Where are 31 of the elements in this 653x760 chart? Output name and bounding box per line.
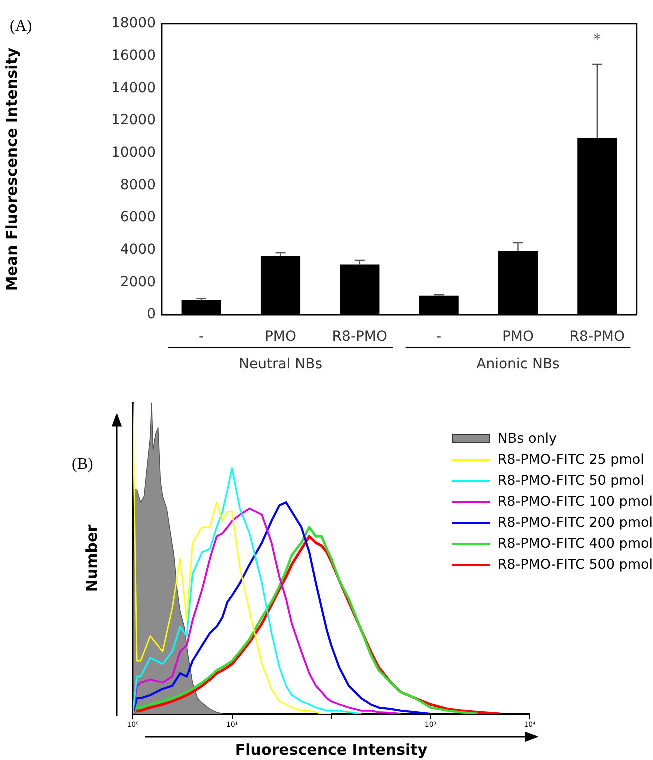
text: Neutral NBs bbox=[239, 356, 322, 373]
y-tick-label: 12000 bbox=[111, 112, 156, 129]
y-tick-label: 18000 bbox=[111, 16, 156, 32]
y-axis-title: Mean Fluorescence Intensity bbox=[2, 48, 21, 292]
legend-label: R8-PMO-FITC 200 pmol bbox=[498, 514, 653, 530]
x-tick-label: - bbox=[436, 329, 442, 346]
y-tick-label: 8000 bbox=[120, 177, 156, 194]
y-tick-label: 16000 bbox=[111, 48, 156, 64]
x-tick-label: PMO bbox=[264, 329, 297, 346]
y-axis-title: Number bbox=[82, 524, 101, 592]
y-tick-label: 4000 bbox=[120, 242, 156, 258]
text: Anionic NBs bbox=[476, 356, 560, 373]
x-tick-label: - bbox=[199, 329, 204, 346]
y-tick-label: 2000 bbox=[120, 274, 156, 290]
annotation: * bbox=[594, 30, 602, 48]
legend-label: R8-PMO-FITC 50 pmol bbox=[498, 472, 644, 488]
legend-label: R8-PMO-FITC 25 pmol bbox=[498, 452, 644, 468]
y-tick-label: 6000 bbox=[120, 210, 156, 226]
y-tick-label: 0 bbox=[147, 306, 156, 323]
text: (A) bbox=[10, 18, 32, 36]
legend-label: R8-PMO-FITC 400 pmol bbox=[498, 536, 653, 552]
legend-label: NBs only bbox=[498, 430, 558, 446]
text: (B) bbox=[72, 456, 94, 474]
x-axis-title: Fluorescence Intensity bbox=[235, 740, 428, 759]
y-tick-label: 14000 bbox=[111, 80, 156, 96]
x-tick-label: PMO bbox=[502, 329, 534, 346]
x-tick-label: R8-PMO bbox=[332, 329, 388, 346]
x-tick-label: R8-PMO bbox=[570, 329, 626, 346]
legend-label: R8-PMO-FITC 100 pmol bbox=[498, 494, 653, 510]
y-tick-label: 10000 bbox=[111, 144, 156, 161]
legend-label: R8-PMO-FITC 500 pmol bbox=[498, 556, 653, 572]
